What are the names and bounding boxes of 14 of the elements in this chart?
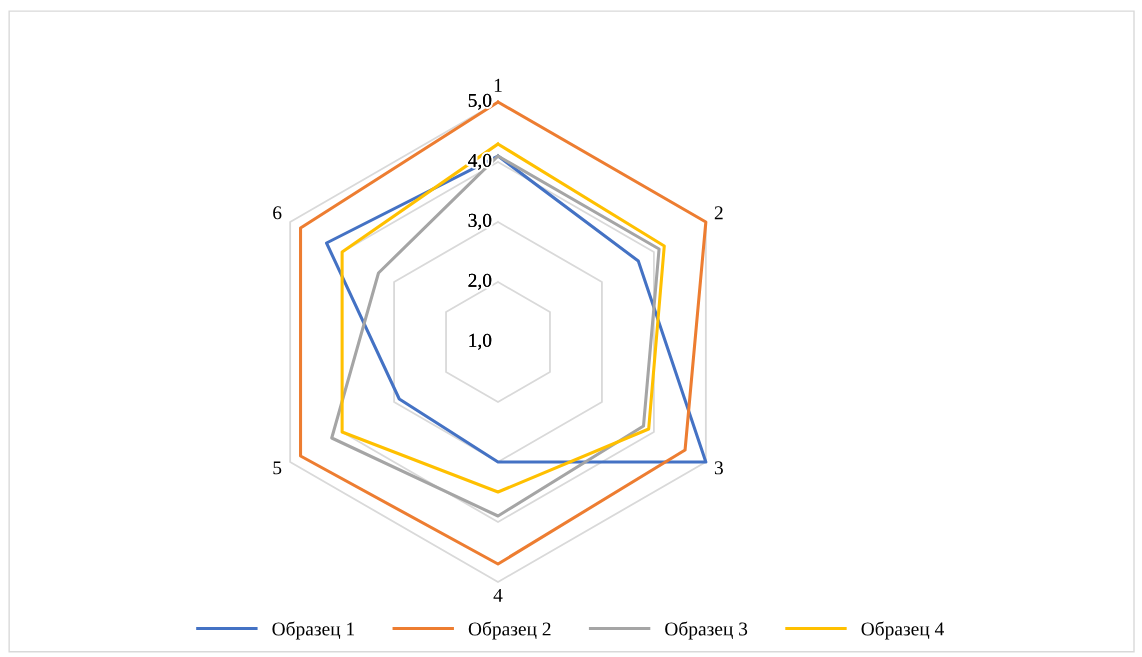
spoke-label: 6 (273, 206, 282, 220)
spoke-label: 3 (714, 461, 723, 475)
spoke-label: 4 (493, 588, 503, 602)
spoke-label: 5 (273, 461, 282, 475)
y-tick-label: 1,0 (469, 333, 492, 350)
y-tick-label: 5,0 (468, 93, 492, 110)
y-tick-label: 3,0 (468, 213, 492, 230)
legend-label: Образец 4 (861, 621, 944, 640)
legend-label: Образец 2 (468, 621, 551, 640)
spoke-label: 1 (494, 78, 502, 92)
legend-label: Образец 3 (665, 621, 748, 640)
legend-label: Образец 1 (272, 621, 355, 640)
y-tick-label: 2,0 (468, 273, 492, 290)
spoke-label: 2 (714, 206, 723, 220)
